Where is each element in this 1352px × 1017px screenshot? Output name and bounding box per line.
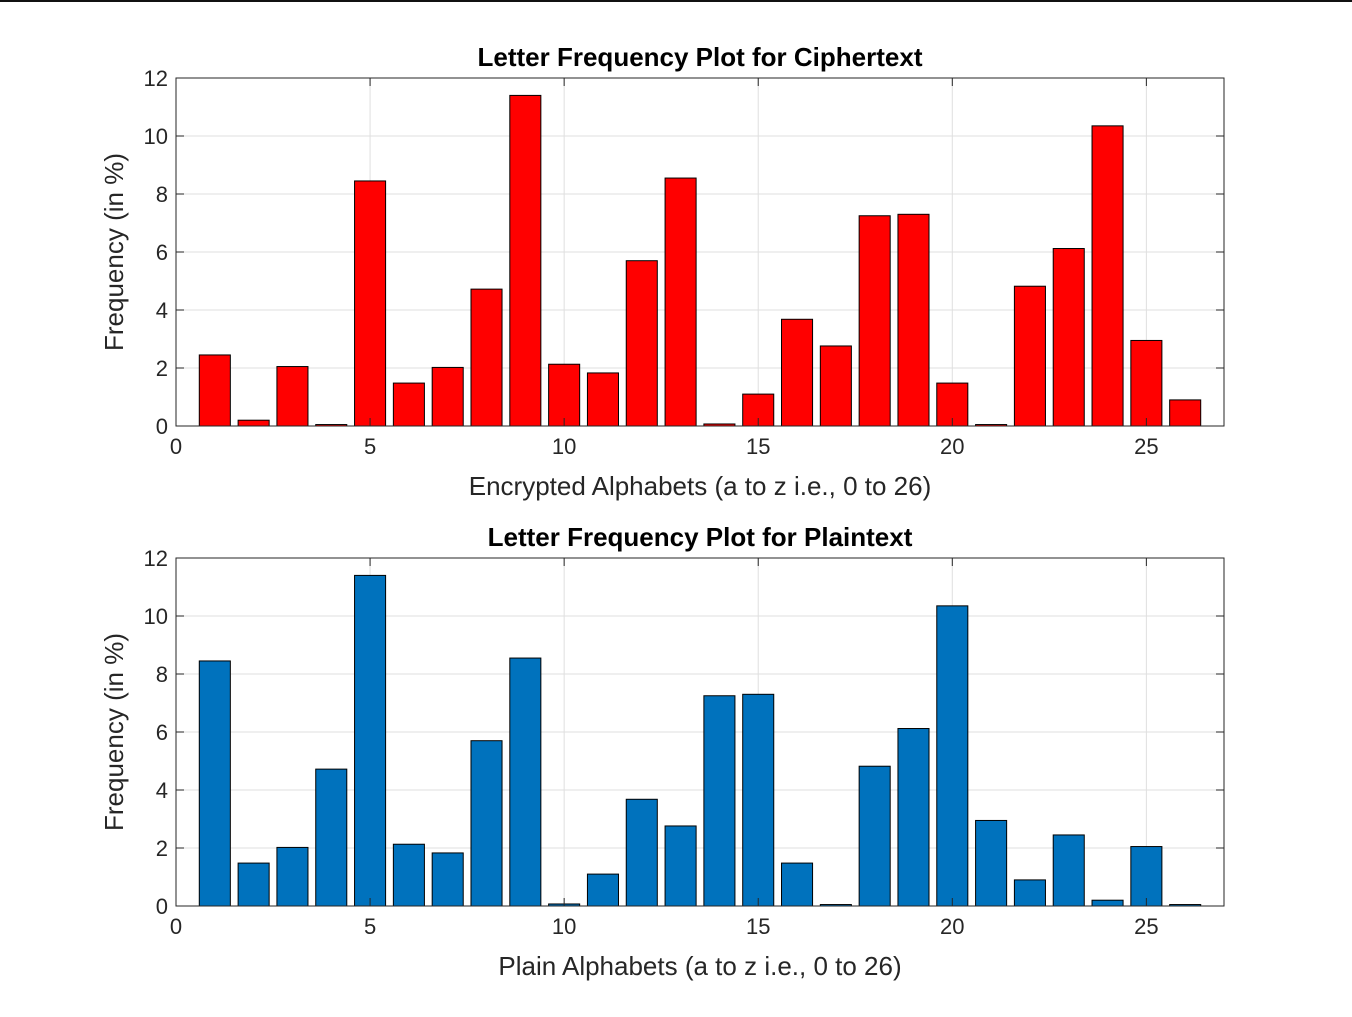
x-tick-label: 15 [746, 914, 770, 939]
x-tick-label: 20 [940, 914, 964, 939]
bar [858, 215, 891, 427]
x-tick-label: 5 [364, 914, 376, 939]
y-tick-label: 2 [156, 356, 168, 381]
y-tick-label: 4 [156, 778, 168, 803]
y-tick-label: 8 [156, 662, 168, 687]
bar [1052, 248, 1085, 427]
x-axis-label: Encrypted Alphabets (a to z i.e., 0 to 2… [469, 471, 932, 501]
bar [1130, 339, 1163, 427]
bar [354, 574, 387, 907]
bar [975, 819, 1008, 907]
x-tick-label: 20 [940, 434, 964, 459]
bar [392, 843, 425, 907]
chart-title: Letter Frequency Plot for Ciphertext [478, 42, 923, 72]
bar [1169, 399, 1202, 427]
bar [198, 660, 231, 907]
bar [1013, 879, 1046, 907]
y-tick-label: 4 [156, 298, 168, 323]
x-tick-label: 0 [170, 914, 182, 939]
y-tick-label: 6 [156, 240, 168, 265]
bar [1091, 125, 1124, 427]
x-tick-label: 25 [1134, 914, 1158, 939]
y-tick-label: 8 [156, 182, 168, 207]
y-tick-label: 10 [144, 604, 168, 629]
y-axis-label: Frequency (in %) [99, 153, 129, 351]
y-tick-label: 10 [144, 124, 168, 149]
bar [276, 366, 309, 427]
y-axis-label: Frequency (in %) [99, 633, 129, 831]
y-tick-label: 6 [156, 720, 168, 745]
y-tick-label: 2 [156, 836, 168, 861]
bar [742, 693, 775, 907]
bar [237, 862, 270, 907]
x-tick-label: 25 [1134, 434, 1158, 459]
bar [703, 695, 736, 907]
chart-title: Letter Frequency Plot for Plaintext [488, 522, 913, 552]
chart-panel-1: 0 5 10 15 20 25 0 2 4 6 8 10 12 Letter Frequency Plot… [99, 42, 1225, 501]
bar [509, 94, 542, 427]
x-tick-label: 10 [552, 434, 576, 459]
y-tick-label: 12 [144, 66, 168, 91]
bar [470, 288, 503, 427]
bar [431, 366, 464, 427]
x-tick-label: 5 [364, 434, 376, 459]
bar [897, 213, 930, 427]
bar [354, 180, 387, 427]
bar [1052, 834, 1085, 907]
chart-panel-2: 0 5 10 15 20 25 0 2 4 6 8 10 12 Letter Frequency Plot… [99, 522, 1225, 981]
x-tick-label: 15 [746, 434, 770, 459]
bar [664, 177, 697, 427]
bar [315, 768, 348, 907]
bar [781, 862, 814, 907]
bar [431, 852, 464, 907]
bar [664, 825, 697, 907]
bar [586, 372, 619, 427]
bar [392, 382, 425, 427]
bar [548, 363, 581, 427]
bar [1091, 899, 1124, 907]
bar [586, 873, 619, 907]
x-tick-label: 0 [170, 434, 182, 459]
bar [237, 419, 270, 427]
bar [936, 605, 969, 907]
bar [509, 657, 542, 907]
bar [858, 765, 891, 907]
bar [276, 846, 309, 907]
bar [625, 260, 658, 427]
x-tick-label: 10 [552, 914, 576, 939]
bar [1130, 846, 1163, 907]
y-tick-label: 0 [156, 894, 168, 919]
bar [1013, 285, 1046, 427]
bar [625, 798, 658, 907]
bar [198, 354, 231, 427]
x-axis-label: Plain Alphabets (a to z i.e., 0 to 26) [498, 951, 901, 981]
y-tick-label: 0 [156, 414, 168, 439]
top-border-line [0, 0, 1352, 2]
bar [781, 318, 814, 427]
bar [470, 740, 503, 907]
bar [819, 345, 852, 427]
bar [897, 728, 930, 907]
y-tick-label: 12 [144, 546, 168, 571]
